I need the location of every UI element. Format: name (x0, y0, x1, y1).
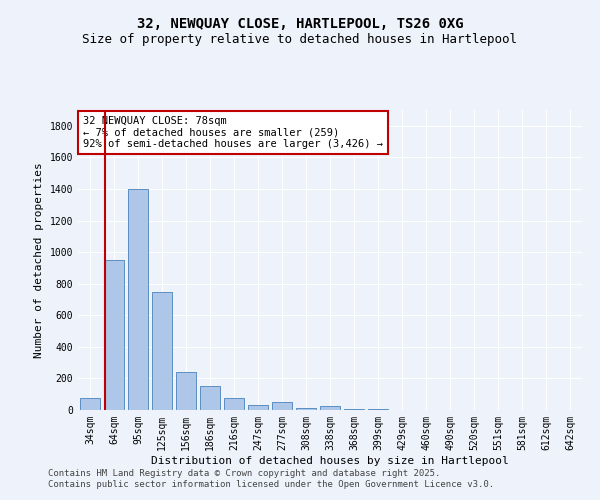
Text: Contains HM Land Registry data © Crown copyright and database right 2025.: Contains HM Land Registry data © Crown c… (48, 468, 440, 477)
Bar (152, 292, 172, 410)
Bar (248, 406, 268, 410)
Bar (296, 408, 316, 410)
Bar (200, 386, 220, 410)
Text: Contains public sector information licensed under the Open Government Licence v3: Contains public sector information licen… (48, 480, 494, 489)
Bar (368, 409, 388, 410)
Bar (128, 189, 148, 410)
Bar (176, 372, 196, 410)
Text: Size of property relative to detached houses in Hartlepool: Size of property relative to detached ho… (83, 32, 517, 46)
Bar (320, 406, 340, 410)
Y-axis label: Number of detached properties: Number of detached properties (34, 162, 44, 358)
Bar (272, 402, 292, 410)
Bar (104, 260, 124, 410)
X-axis label: Distribution of detached houses by size in Hartlepool: Distribution of detached houses by size … (151, 456, 509, 466)
Bar (80, 398, 100, 410)
Bar (344, 409, 364, 410)
Bar (224, 398, 244, 410)
Text: 32, NEWQUAY CLOSE, HARTLEPOOL, TS26 0XG: 32, NEWQUAY CLOSE, HARTLEPOOL, TS26 0XG (137, 18, 463, 32)
Text: 32 NEWQUAY CLOSE: 78sqm
← 7% of detached houses are smaller (259)
92% of semi-de: 32 NEWQUAY CLOSE: 78sqm ← 7% of detached… (83, 116, 383, 149)
